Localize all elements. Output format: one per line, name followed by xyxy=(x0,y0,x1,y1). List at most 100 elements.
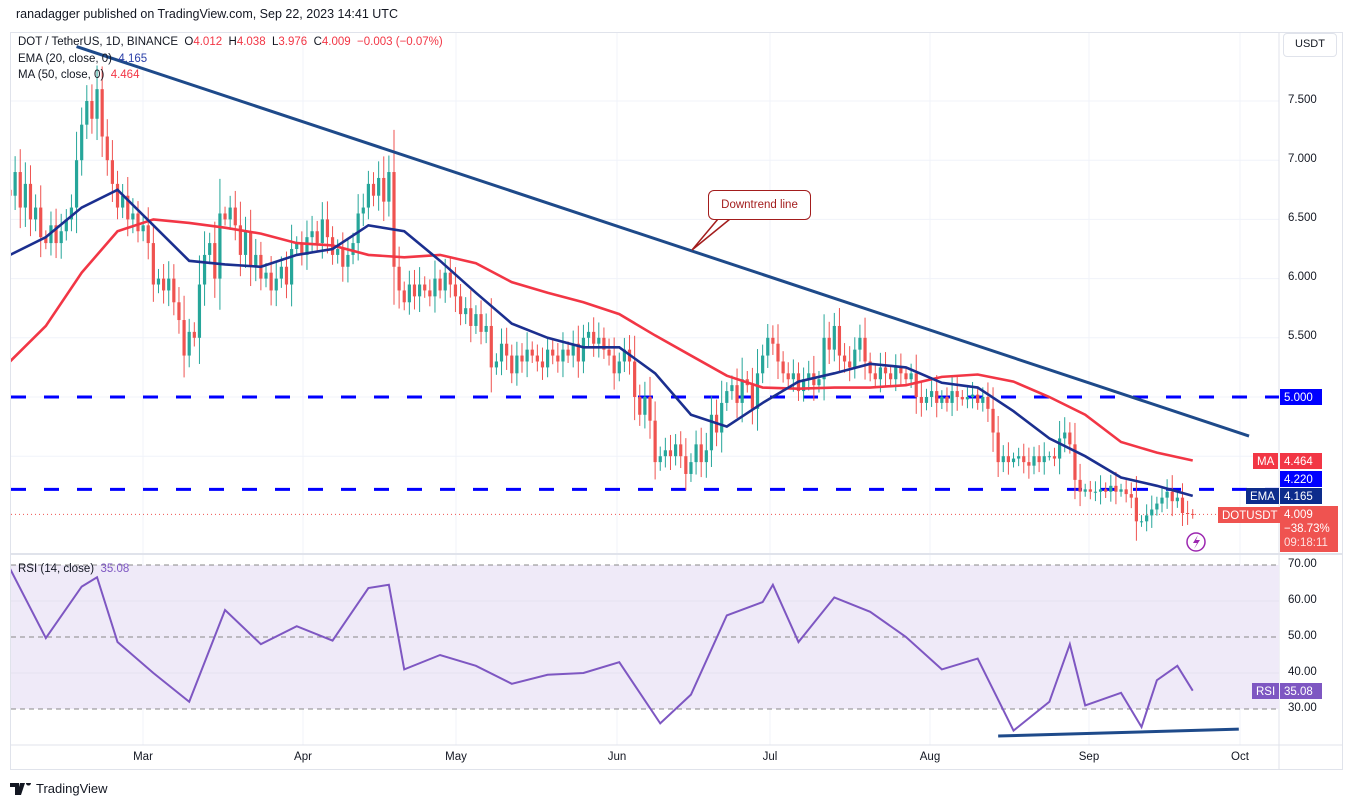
candle-body xyxy=(653,420,657,463)
candle-body xyxy=(720,402,724,433)
currency-button[interactable]: USDT xyxy=(1283,33,1337,57)
candle-body xyxy=(494,361,498,368)
ema20-line xyxy=(11,188,1194,498)
brand-name: TradingView xyxy=(36,781,108,796)
candle-body xyxy=(643,397,647,415)
candle-body xyxy=(1175,497,1179,502)
candle-body xyxy=(249,231,253,267)
candle-body xyxy=(346,254,350,267)
candle-body xyxy=(1011,458,1016,463)
open-label: O xyxy=(184,36,194,48)
published-caption: ranadagger published on TradingView.com,… xyxy=(16,7,398,21)
ma50-line xyxy=(11,218,1193,462)
candle-body xyxy=(781,361,785,374)
candles xyxy=(11,65,1195,541)
candle-body xyxy=(894,367,898,380)
candle-body xyxy=(110,160,114,184)
candle-body xyxy=(505,343,509,356)
time-tick: Apr xyxy=(294,751,312,763)
candle-body xyxy=(479,314,483,332)
tradingview-logo[interactable]: TradingView xyxy=(10,781,108,796)
ma-value: 4.464 xyxy=(110,69,140,81)
candle-body xyxy=(1052,456,1057,459)
candle-body xyxy=(883,367,888,374)
candle-body xyxy=(151,243,155,285)
candle-body xyxy=(13,172,17,196)
price-tick: 6.500 xyxy=(1288,212,1317,224)
candle-body xyxy=(300,243,304,255)
candle-body xyxy=(464,308,468,315)
symbol-legend: DOT / TetherUS, 1D, BINANCE O4.012 H4.03… xyxy=(18,36,443,48)
candle-body xyxy=(469,308,473,326)
candle-body xyxy=(499,343,504,362)
candle-body xyxy=(771,337,775,344)
rsi-tick: 40.00 xyxy=(1288,666,1317,678)
ema-label: EMA (20, close, 0) xyxy=(18,53,112,65)
candle-body xyxy=(131,213,135,220)
candle-body xyxy=(750,385,754,409)
replay-icon[interactable] xyxy=(1186,532,1206,552)
candle-body xyxy=(791,373,795,380)
ema-value: 4.165 xyxy=(118,53,148,65)
candle-body xyxy=(658,456,662,463)
candle-body xyxy=(18,172,22,208)
candle-body xyxy=(172,278,176,303)
rsi-legend[interactable]: RSI (14, close) 35.08 xyxy=(18,563,129,575)
ma-label: MA (50, close, 0) xyxy=(18,69,105,81)
candle-body xyxy=(909,373,913,380)
price-tick: 5.500 xyxy=(1288,330,1317,342)
candle-body xyxy=(1119,489,1123,492)
candle-body xyxy=(361,207,365,214)
symbol-title[interactable]: DOT / TetherUS, 1D, BINANCE xyxy=(18,36,178,48)
candle-body xyxy=(69,207,74,220)
candle-body xyxy=(208,243,212,255)
candle-body xyxy=(766,337,770,356)
candle-body xyxy=(668,450,673,457)
time-tick: May xyxy=(445,751,467,763)
candle-body xyxy=(141,225,145,232)
candle-body xyxy=(100,89,104,137)
candle-body xyxy=(837,325,842,356)
last-price: 4.009 xyxy=(1284,509,1313,521)
rsi-trendline[interactable] xyxy=(998,727,1239,738)
candle-body xyxy=(1063,432,1067,439)
ema-legend[interactable]: EMA (20, close, 0) 4.165 xyxy=(18,53,147,65)
ma-legend[interactable]: MA (50, close, 0) 4.464 xyxy=(18,69,139,81)
rsi-tick: 70.00 xyxy=(1288,558,1317,570)
ma-tag: MA xyxy=(1253,453,1279,469)
candle-body xyxy=(192,331,196,338)
candle-body xyxy=(105,136,109,161)
candle-body xyxy=(182,320,186,356)
candle-body xyxy=(1134,497,1138,522)
candle-body xyxy=(167,278,171,291)
downtrend-line[interactable] xyxy=(76,45,1250,438)
candle-body xyxy=(341,249,345,267)
candle-body xyxy=(586,331,591,338)
candle-body xyxy=(1088,489,1092,492)
candle-body xyxy=(187,331,191,356)
candle-body xyxy=(592,331,596,344)
candle-body xyxy=(136,213,140,232)
candle-body xyxy=(576,343,580,362)
candle-body xyxy=(448,272,452,285)
candle-body xyxy=(730,385,734,392)
candle-body xyxy=(1165,491,1169,498)
rsi-tick: 30.00 xyxy=(1288,702,1317,714)
candle-body xyxy=(1022,456,1026,463)
candle-body xyxy=(802,379,806,392)
ma-price-badge: 4.464 xyxy=(1280,453,1322,469)
candle-body xyxy=(290,249,294,285)
candle-body xyxy=(535,355,539,362)
candle-body xyxy=(960,397,964,400)
candle-body xyxy=(1098,489,1103,492)
candle-body xyxy=(1093,491,1098,493)
time-tick: Aug xyxy=(919,751,941,763)
downtrend-callout[interactable]: Downtrend line xyxy=(708,190,811,220)
candle-body xyxy=(1124,489,1128,495)
candle-body xyxy=(679,444,683,457)
candle-body xyxy=(755,373,760,409)
candle-body xyxy=(648,397,652,421)
ema-tag: EMA xyxy=(1246,488,1279,504)
candle-body xyxy=(617,361,621,374)
